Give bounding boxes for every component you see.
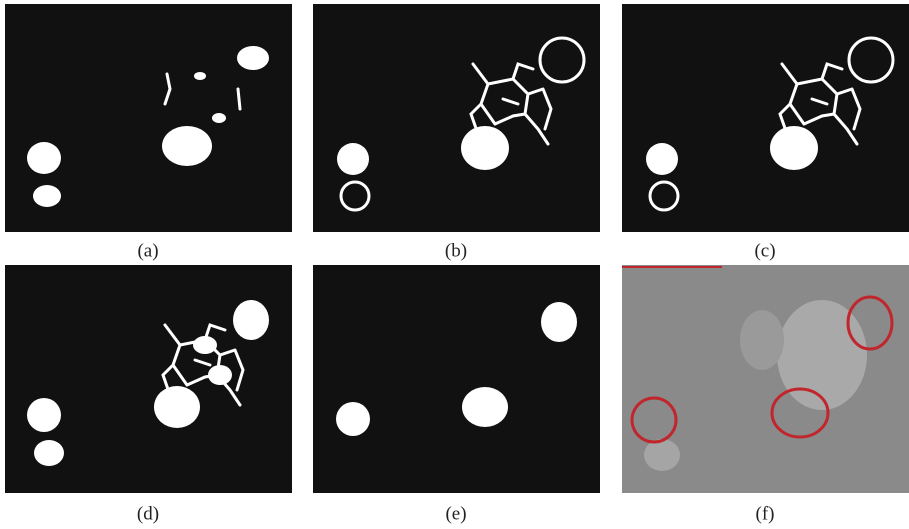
figure: (a) (b) (c) (d) (e) (f) — [0, 0, 909, 529]
panel-f — [622, 265, 909, 493]
panel-c — [622, 4, 909, 232]
panel-e — [313, 265, 600, 493]
panel-label: (c) — [754, 240, 775, 261]
panel-a — [5, 4, 292, 232]
panel-label: (b) — [445, 240, 467, 261]
panel-label: (f) — [756, 503, 775, 524]
panel-b — [313, 4, 600, 232]
panel-label: (a) — [137, 240, 158, 261]
panel-label: (d) — [137, 503, 159, 524]
panel-d — [5, 265, 292, 493]
panel-label: (e) — [445, 503, 466, 524]
